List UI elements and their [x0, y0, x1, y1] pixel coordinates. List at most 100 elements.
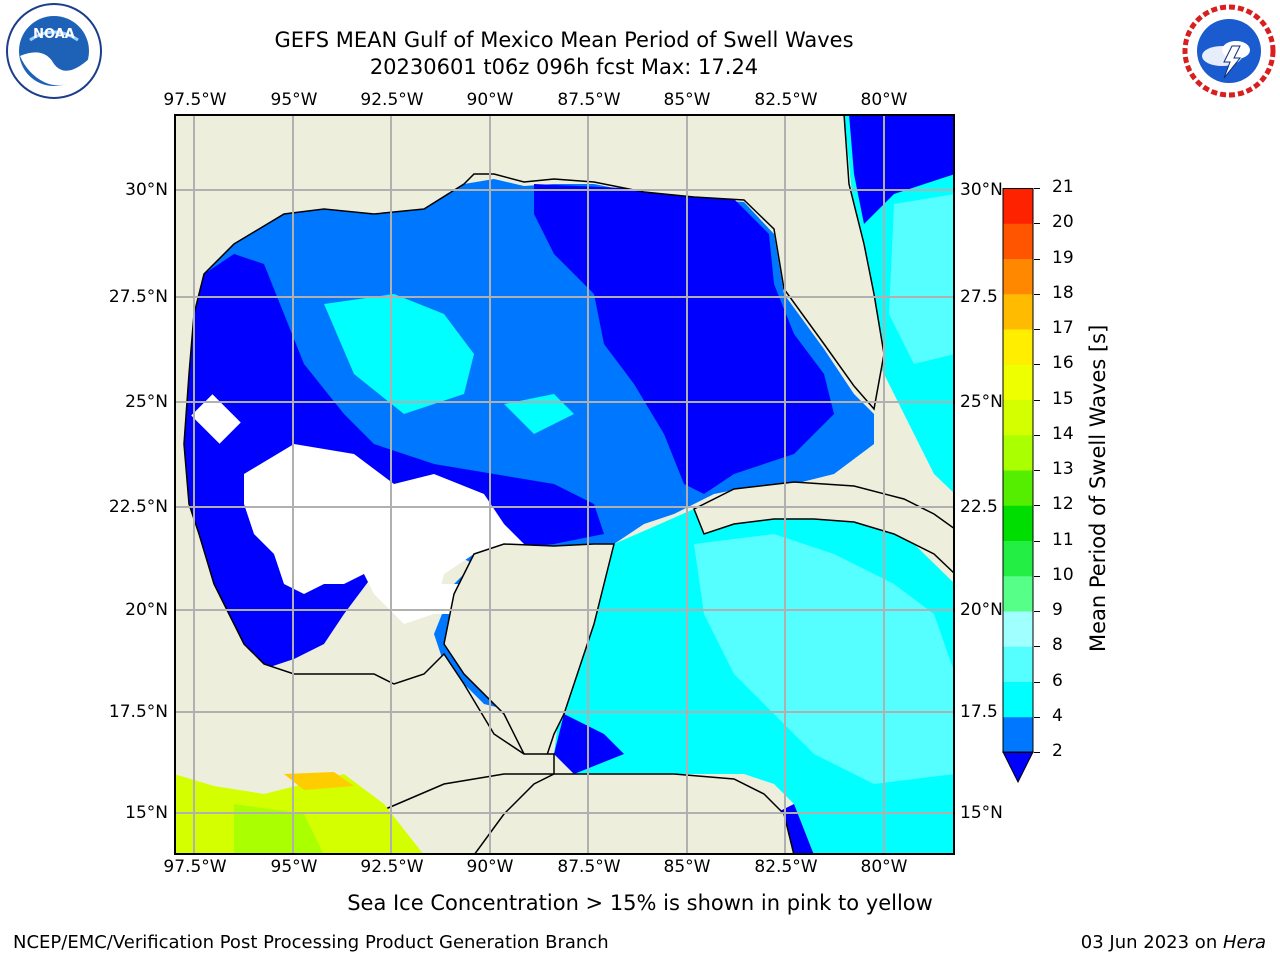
map-subtitle: 20230601 t06z 096h fcst Max: 17.24 — [369, 55, 759, 79]
lon-label-bottom: 90°W — [466, 857, 514, 877]
colorbar-tick-mark — [1034, 752, 1040, 753]
lat-label-left: 30°N — [125, 180, 168, 200]
lon-label-bottom: 87.5°W — [557, 857, 621, 877]
colorbar-bin — [1003, 434, 1033, 471]
colorbar-tick-mark — [1034, 716, 1040, 718]
colorbar-tick-label: 20 — [1052, 212, 1074, 233]
colorbar-tick-mark — [1034, 575, 1040, 577]
colorbar-bin — [1003, 470, 1033, 506]
lon-label-bottom: 82.5°W — [754, 857, 818, 877]
colorbar-tick-mark — [1034, 505, 1040, 507]
colorbar-tick-label: 10 — [1052, 564, 1074, 585]
lat-label-left: 27.5°N — [108, 287, 168, 307]
lat-label-left: 25°N — [125, 392, 168, 412]
footer-credit: NCEP/EMC/Verification Post Processing Pr… — [13, 932, 609, 953]
colorbar-tick-label: 15 — [1052, 388, 1074, 409]
colorbar-ticks: 2 4 6 8 9 10 11 12 13 14 15 16 17 18 19 20 21 — [1034, 0, 1102, 960]
colorbar-tick-mark — [1034, 329, 1040, 330]
lat-label-right: 17.5 — [960, 702, 998, 722]
lat-label-right: 27.5 — [960, 287, 998, 307]
colorbar-tick-label: 17 — [1052, 318, 1074, 338]
lon-label-top: 90°W — [466, 90, 514, 110]
colorbar-tick-label: 2 — [1052, 741, 1063, 761]
lat-label-right: 20°N — [960, 600, 1003, 620]
colorbar-bin — [1003, 258, 1033, 295]
map-title: GEFS MEAN Gulf of Mexico Mean Period of … — [274, 28, 854, 52]
footer-machine: Hera — [1222, 932, 1266, 953]
colorbar-tick-mark — [1034, 681, 1040, 683]
colorbar-tick-label: 16 — [1052, 353, 1074, 374]
colorbar-tick-mark — [1034, 470, 1040, 471]
lon-label-top: 85°W — [663, 90, 711, 110]
footer-date-text: 03 Jun 2023 on — [1080, 932, 1223, 953]
colorbar-bin — [1003, 540, 1033, 577]
colorbar-bin — [1003, 505, 1033, 541]
colorbar-bin — [1003, 681, 1033, 718]
lat-label-right: 30°N — [960, 180, 1003, 200]
lon-label-bottom: 95°W — [270, 857, 318, 877]
colorbar-bin — [1003, 399, 1033, 436]
lon-label-top: 82.5°W — [754, 90, 818, 110]
lon-label-top: 87.5°W — [557, 90, 621, 110]
colorbar-tick-mark — [1034, 434, 1040, 436]
lon-label-bottom: 97.5°W — [163, 857, 227, 877]
colorbar-tick-mark — [1034, 293, 1040, 295]
lon-label-top: 92.5°W — [360, 90, 424, 110]
colorbar-tick-mark — [1034, 223, 1040, 225]
colorbar-bin — [1003, 329, 1033, 365]
colorbar-bin — [1003, 611, 1033, 647]
colorbar-tick-label: 6 — [1052, 670, 1063, 691]
colorbar-bin — [1003, 223, 1033, 259]
colorbar-bin — [1003, 293, 1033, 330]
colorbar-tick-label: 8 — [1052, 635, 1063, 656]
noaa-logo: NOAA — [4, 2, 104, 100]
lat-label-right: 15°N — [960, 803, 1003, 823]
lon-label-bottom: 80°W — [860, 857, 908, 877]
colorbar-tick-label: 9 — [1052, 600, 1063, 620]
cuba-land — [693, 481, 956, 576]
lat-label-left: 17.5°N — [108, 702, 168, 722]
lat-label-left: 20°N — [125, 600, 168, 620]
colorbar-tick-label: 21 — [1052, 177, 1074, 197]
colorbar-tick-mark — [1034, 258, 1040, 260]
lon-label-bottom: 92.5°W — [360, 857, 424, 877]
colorbar-bin — [1003, 575, 1033, 612]
colorbar-tick-label: 19 — [1052, 247, 1074, 268]
colorbar-tick-mark — [1034, 364, 1040, 366]
lat-label-right: 25°N — [960, 392, 1003, 412]
graticule — [174, 114, 955, 855]
lon-label-top: 97.5°W — [163, 90, 227, 110]
colorbar-tick-mark — [1034, 611, 1040, 612]
lon-label-top: 80°W — [860, 90, 908, 110]
colorbar-tick-mark — [1034, 540, 1040, 542]
colorbar-tick-mark — [1034, 188, 1040, 189]
colorbar-tick-label: 11 — [1052, 529, 1074, 550]
colorbar-tick-mark — [1034, 646, 1040, 648]
colorbar-tick-label: 12 — [1052, 494, 1074, 515]
colorbar-bin — [1003, 646, 1033, 682]
lon-label-top: 95°W — [270, 90, 318, 110]
nws-logo — [1178, 2, 1280, 100]
lat-label-left: 15°N — [125, 803, 168, 823]
no-data-region — [244, 444, 524, 624]
colorbar-label: Mean Period of Swell Waves [s] — [1086, 324, 1110, 652]
mexico-land — [173, 113, 885, 856]
colorbar-tick-label: 14 — [1052, 423, 1074, 444]
colorbar-bin — [1003, 188, 1033, 224]
colorbar-outline — [1002, 188, 1034, 753]
colorbar-tick-mark — [1034, 399, 1040, 401]
colorbar-bin — [1003, 364, 1033, 400]
colorbar-tick-label: 18 — [1052, 282, 1074, 303]
noaa-logo-text: NOAA — [33, 27, 75, 42]
footer-date: 03 Jun 2023 on Hera — [1081, 932, 1266, 953]
lat-label-right: 22.5 — [960, 497, 998, 517]
sea-ice-note: Sea Ice Concentration > 15% is shown in … — [347, 891, 933, 915]
colorbar-extend-triangle — [1002, 751, 1034, 784]
colorbar-tick-label: 4 — [1052, 705, 1063, 726]
lon-label-bottom: 85°W — [663, 857, 711, 877]
colorbar-bin — [1003, 716, 1033, 753]
gulf-of-mexico-map — [173, 113, 956, 856]
colorbar — [1002, 188, 1038, 784]
colorbar-tick-label: 13 — [1052, 459, 1074, 479]
lat-label-left: 22.5°N — [108, 497, 168, 517]
